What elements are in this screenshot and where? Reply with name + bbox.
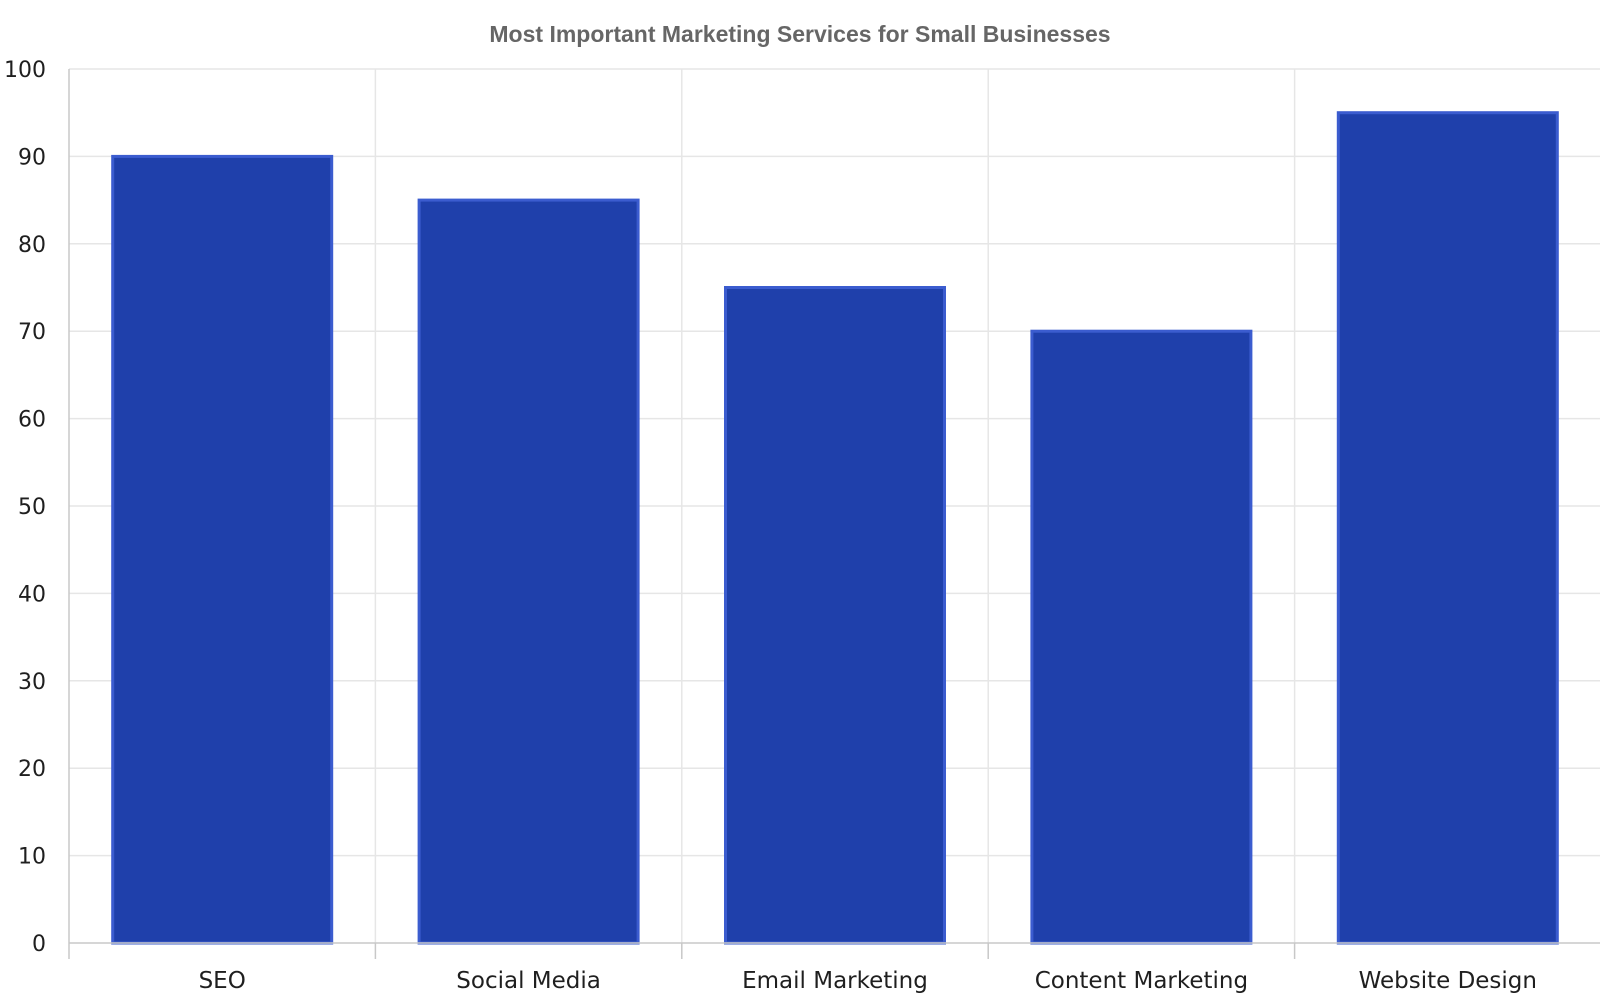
bar-seo	[111, 154, 334, 945]
y-tick-label: 70	[18, 320, 46, 345]
axis-layer	[68, 69, 1600, 959]
y-tick-label: 80	[18, 233, 46, 258]
bar-social-media	[417, 198, 640, 945]
labels-layer: 0 10 20 30 40 50 60 70 80 90 100 SEO Social Media Ema…	[4, 58, 1537, 994]
y-tick-label: 20	[18, 757, 46, 782]
bars-layer	[111, 111, 1559, 945]
bar-content-marketing	[1030, 329, 1253, 945]
y-tick-label: 40	[18, 582, 46, 607]
x-tick-label: Email Marketing	[742, 968, 928, 994]
x-tick-label: Website Design	[1359, 968, 1537, 994]
y-tick-label: 90	[18, 145, 46, 170]
x-tick-label: Social Media	[456, 968, 601, 994]
y-tick-label: 0	[32, 932, 46, 957]
chart-title: Most Important Marketing Services for Sm…	[489, 21, 1111, 47]
y-tick-label: 100	[4, 58, 46, 83]
y-tick-label: 30	[18, 670, 46, 695]
bar-website-design	[1336, 111, 1559, 945]
y-tick-label: 10	[18, 845, 46, 870]
bar-email-marketing	[724, 286, 946, 945]
x-tick-label: Content Marketing	[1035, 968, 1248, 994]
y-tick-label: 50	[18, 495, 46, 520]
x-tick-label: SEO	[199, 968, 246, 994]
y-tick-label: 60	[18, 408, 46, 433]
